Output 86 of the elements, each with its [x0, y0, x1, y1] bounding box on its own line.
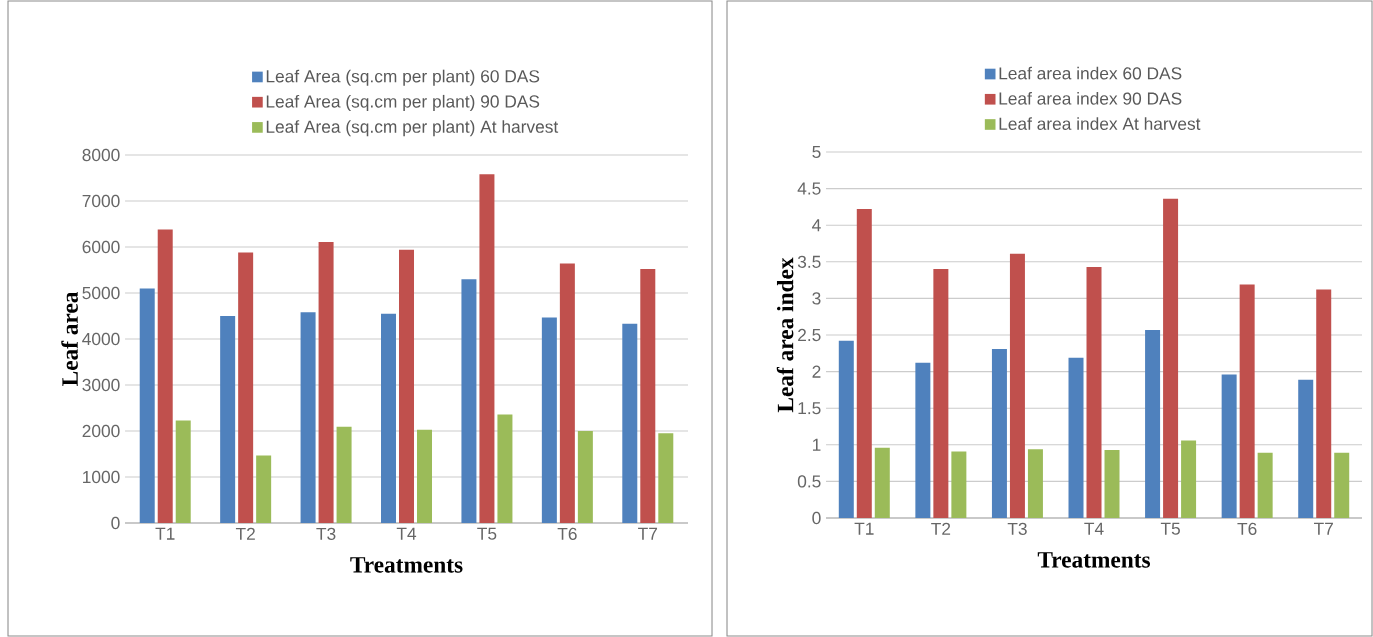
bar: [622, 323, 638, 523]
legend-label: Leaf Area (sq.cm per plant) 90 DAS: [266, 94, 540, 112]
y-tick-label: 3: [812, 292, 821, 305]
y-tick-label: 4.5: [797, 182, 821, 195]
y-tick-label: 6000: [82, 240, 120, 254]
legend-label: Leaf Area (sq.cm per plant) 60 DAS: [266, 69, 540, 86]
bar: [318, 241, 334, 523]
y-tick-label: 1.5: [798, 402, 821, 415]
bar: [915, 362, 931, 518]
bar: [933, 269, 949, 518]
bar: [874, 447, 890, 518]
bar: [1009, 253, 1025, 518]
x-tick-label: T5: [477, 527, 497, 540]
x-tick-label: T3: [316, 527, 336, 540]
bar: [139, 288, 155, 523]
bar: [461, 279, 477, 523]
x-tick-label: T3: [1007, 522, 1027, 535]
y-tick-label: 2: [812, 365, 821, 378]
x-axis-title: Treatments: [350, 557, 463, 573]
bar: [1163, 198, 1179, 518]
bar: [238, 252, 254, 523]
y-tick-label: 0.5: [797, 475, 821, 488]
legend-label: Leaf area index 90 DAS: [999, 91, 1182, 105]
y-tick-label: 2000: [82, 424, 120, 438]
y-tick-label: 7000: [82, 194, 120, 208]
bar: [856, 209, 872, 518]
bar: [1334, 452, 1350, 518]
bar: [1257, 452, 1273, 518]
bar: [541, 317, 557, 523]
bar: [1027, 449, 1043, 518]
x-tick-label: T6: [557, 527, 577, 540]
bar: [417, 429, 433, 523]
bar: [1181, 440, 1197, 518]
bar: [399, 249, 414, 523]
bar: [381, 313, 397, 523]
y-tick-label: 5: [812, 145, 821, 159]
bar: [1239, 284, 1255, 518]
x-tick-label: T1: [854, 522, 874, 535]
legend-label: Leaf Area (sq.cm per plant) At harvest: [266, 120, 559, 137]
bar: [951, 451, 967, 518]
x-tick-label: T6: [1237, 522, 1257, 535]
x-tick-label: T4: [1084, 522, 1104, 535]
y-tick-label: 0: [111, 516, 120, 530]
x-tick-label: T7: [638, 527, 658, 540]
x-tick-label: T7: [1314, 522, 1333, 535]
bar: [1068, 357, 1084, 518]
y-tick-label: 3000: [82, 378, 120, 392]
bar: [1086, 266, 1102, 518]
x-tick-label: T5: [1160, 522, 1180, 535]
y-tick-label: 5000: [82, 286, 120, 300]
bar: [577, 431, 593, 523]
legend-label: Leaf area index 60 DAS: [999, 66, 1182, 80]
y-tick-label: 4: [812, 219, 821, 232]
bar: [336, 426, 352, 523]
bar: [256, 455, 272, 523]
bar: [658, 433, 674, 523]
bar: [497, 414, 513, 523]
y-tick-label: 3.5: [797, 255, 821, 268]
x-tick-label: T2: [931, 522, 951, 535]
y-tick-label: 1000: [83, 470, 120, 484]
y-tick-label: 8000: [82, 148, 120, 162]
x-tick-label: T2: [235, 527, 255, 540]
x-tick-label: T4: [396, 527, 417, 540]
bar: [1104, 449, 1120, 518]
x-tick-label: T1: [155, 527, 175, 540]
bar: [559, 263, 575, 523]
y-tick-label: 2.5: [798, 328, 821, 342]
y-axis-title: Leaf area index: [776, 257, 794, 413]
bar: [300, 312, 316, 523]
bar: [175, 420, 191, 523]
bar: [838, 340, 854, 518]
bar: [479, 174, 495, 523]
bar: [220, 316, 236, 523]
bar: [1316, 289, 1332, 518]
y-tick-label: 0: [812, 511, 821, 525]
bar: [640, 269, 656, 523]
x-axis-title: Treatments: [1037, 552, 1151, 568]
y-axis-title: Leaf area: [61, 291, 78, 387]
y-tick-label: 4000: [82, 332, 120, 346]
bar: [1298, 379, 1314, 518]
legend-label: Leaf area index At harvest: [999, 117, 1201, 130]
bar: [1221, 374, 1237, 518]
y-tick-label: 1: [812, 438, 821, 451]
bar: [991, 348, 1007, 518]
bar: [157, 229, 173, 523]
bar: [1145, 329, 1161, 518]
